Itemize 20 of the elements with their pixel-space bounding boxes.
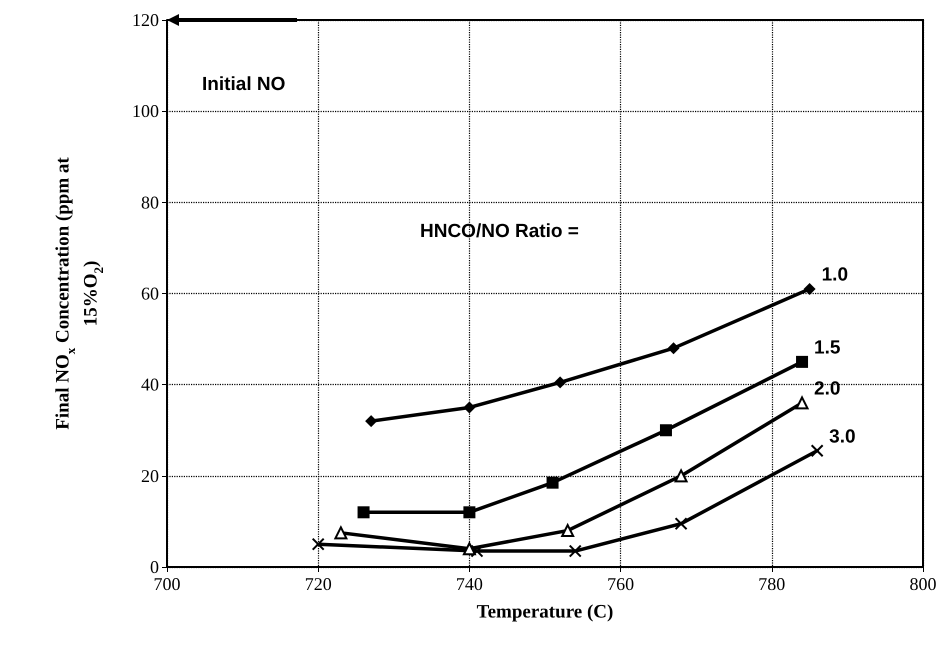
x-tick-label: 700 xyxy=(154,574,180,594)
y-tick-label: 60 xyxy=(141,284,159,304)
x-axis-title: Temperature (C) xyxy=(476,601,614,622)
x-tick-label: 720 xyxy=(304,574,332,594)
x-tick-label: 780 xyxy=(758,574,786,594)
x-tick-label: 740 xyxy=(456,574,483,594)
y-tick-label: 80 xyxy=(141,192,159,212)
series-label: 1.0 xyxy=(822,264,848,286)
series-label: 2.0 xyxy=(814,378,840,400)
series-label: 3.0 xyxy=(829,426,856,448)
x-tick-label: 760 xyxy=(607,574,634,594)
y-tick-label: 20 xyxy=(141,466,159,486)
y-tick-label: 120 xyxy=(132,10,159,30)
y-tick-label: 0 xyxy=(150,557,159,577)
annotation: HNCO/NO Ratio = xyxy=(420,221,579,242)
series-label: 1.5 xyxy=(814,337,841,358)
x-tick-label: 800 xyxy=(910,574,936,594)
annotation: Initial NO xyxy=(202,74,286,95)
y-tick-label: 40 xyxy=(141,374,159,395)
y-tick-label: 100 xyxy=(132,101,159,122)
